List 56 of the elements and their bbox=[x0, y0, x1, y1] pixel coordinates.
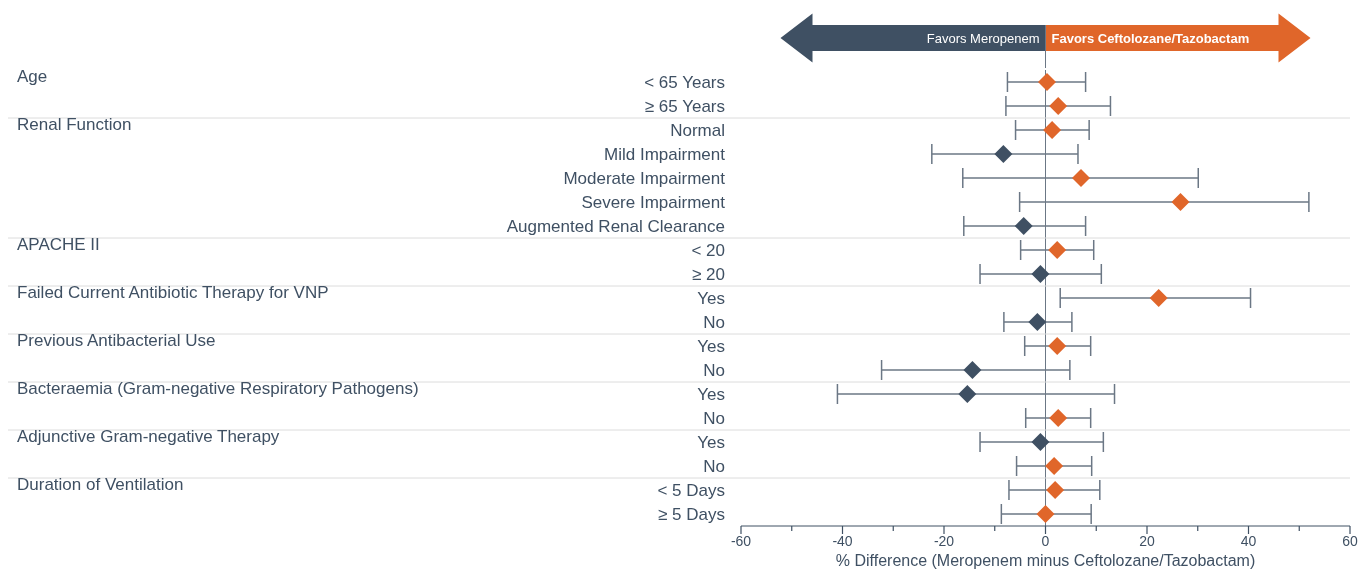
y-tick-label: ≥ 5 Days bbox=[658, 505, 725, 525]
point bbox=[1149, 289, 1168, 307]
y-tick-label: < 5 Days bbox=[657, 481, 725, 501]
y-tick-label: Augmented Renal Clearance bbox=[506, 217, 725, 237]
point bbox=[963, 361, 982, 379]
text: Renal Function bbox=[17, 115, 132, 135]
y-tick-label: No bbox=[703, 361, 725, 381]
point bbox=[1038, 73, 1057, 91]
text: Previous Antibacterial Use bbox=[17, 331, 216, 351]
y-tick-label: Mild Impairment bbox=[604, 145, 726, 165]
x-tick-label: -60 bbox=[730, 533, 752, 549]
y-tick-label: < 20 bbox=[691, 241, 725, 261]
x-tick-label: -40 bbox=[832, 533, 853, 549]
y-tick-label: Yes bbox=[697, 385, 725, 405]
y-tick-label: No bbox=[703, 409, 725, 429]
point bbox=[1028, 313, 1047, 331]
point bbox=[1031, 265, 1050, 283]
y-tick-label: < 65 Years bbox=[644, 73, 725, 93]
text: Bacteraemia (Gram-negative Respiratory Pathogens) bbox=[17, 379, 419, 399]
x-tick-label: -20 bbox=[933, 533, 955, 549]
point bbox=[1049, 409, 1068, 427]
x-tick-label: 0 bbox=[1041, 533, 1050, 549]
x-tick-label: 40 bbox=[1240, 533, 1257, 549]
y-tick-label: Normal bbox=[670, 121, 725, 141]
y-tick-label: ≥ 20 bbox=[692, 265, 725, 285]
x-tick-label: 20 bbox=[1139, 533, 1155, 549]
point bbox=[1014, 217, 1033, 235]
y-tick-label: Yes bbox=[697, 337, 725, 357]
x-axis-title: % Difference (Meropenem minus Ceftolozane/Tazobactam) bbox=[834, 552, 1257, 570]
point bbox=[1046, 481, 1065, 499]
text: Duration of Ventilation bbox=[17, 475, 184, 495]
text: APACHE II bbox=[17, 235, 100, 255]
text: Adjunctive Gram-negative Therapy bbox=[17, 427, 280, 447]
y-tick-label: Yes bbox=[697, 289, 725, 309]
y-tick-label: No bbox=[703, 457, 725, 477]
point bbox=[1045, 457, 1064, 475]
text: Favors Meropenem bbox=[926, 31, 1040, 46]
point bbox=[1031, 433, 1050, 451]
x-tick-label: 60 bbox=[1342, 533, 1358, 549]
point bbox=[1043, 121, 1062, 139]
point bbox=[1048, 337, 1067, 355]
y-tick-label: No bbox=[703, 313, 725, 333]
y-tick-label: Moderate Impairment bbox=[563, 169, 726, 189]
y-tick-label: ≥ 65 Years bbox=[644, 97, 725, 117]
y-tick-label: Yes bbox=[697, 433, 725, 453]
text: Failed Current Antibiotic Therapy for VNP bbox=[17, 283, 329, 303]
point bbox=[1049, 97, 1068, 115]
point bbox=[1072, 169, 1091, 187]
point bbox=[958, 385, 977, 403]
y-tick-label: Severe Impairment bbox=[581, 193, 726, 213]
point bbox=[1171, 193, 1190, 211]
point bbox=[1048, 241, 1067, 259]
point bbox=[994, 145, 1013, 163]
point bbox=[1036, 505, 1055, 523]
text: Age bbox=[17, 67, 48, 87]
text: Favors Ceftolozane/Tazobactam bbox=[1051, 31, 1250, 46]
